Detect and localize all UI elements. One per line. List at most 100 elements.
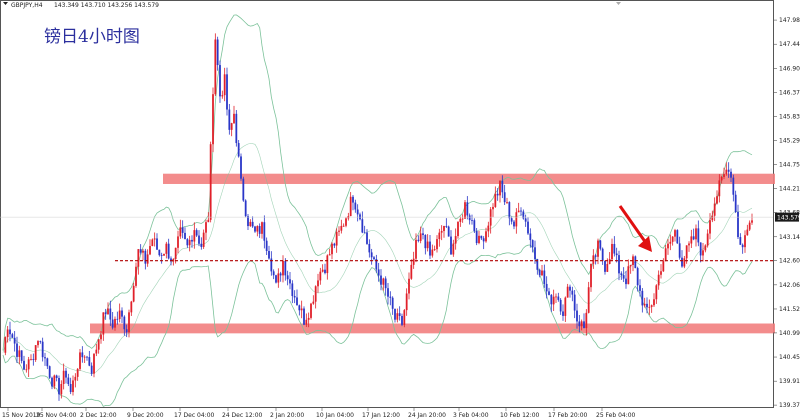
- dropdown-triangle-icon[interactable]: [3, 2, 8, 5]
- candle-body: [151, 239, 154, 247]
- current-price-box: [775, 212, 799, 222]
- candle-body: [716, 196, 718, 204]
- candle: [335, 228, 338, 253]
- candle-body: [361, 219, 364, 233]
- candle-body: [699, 242, 702, 256]
- candle-body: [615, 253, 618, 256]
- candle-body: [324, 269, 326, 274]
- candle-body: [60, 384, 63, 395]
- candle-body: [51, 377, 53, 387]
- candle-body: [541, 270, 543, 276]
- candle-body: [471, 220, 473, 221]
- y-tick-label: 143.140: [779, 234, 800, 241]
- candle-body: [303, 308, 305, 325]
- candle-body: [559, 299, 562, 312]
- candle-body: [186, 239, 189, 246]
- candle: [333, 242, 336, 249]
- candle: [452, 239, 455, 257]
- candle-body: [583, 321, 585, 329]
- candle: [410, 259, 413, 280]
- candle: [704, 244, 707, 253]
- candle: [737, 204, 739, 239]
- candle: [545, 276, 548, 299]
- candle: [135, 262, 137, 288]
- candle: [590, 263, 592, 292]
- candle: [319, 267, 322, 285]
- candle: [730, 168, 732, 182]
- candle: [391, 296, 394, 315]
- candle-body: [333, 243, 336, 246]
- candle-body: [25, 369, 28, 371]
- candle-body: [688, 243, 690, 246]
- candle-body: [634, 256, 637, 269]
- candle-body: [667, 243, 669, 249]
- trend-arrow-shaft: [618, 205, 648, 244]
- candle: [366, 229, 368, 245]
- candle: [433, 245, 436, 251]
- candle: [296, 289, 298, 306]
- candle: [422, 227, 424, 240]
- candle: [67, 373, 70, 387]
- candle-body: [312, 301, 315, 304]
- candle: [389, 291, 392, 306]
- candle: [401, 313, 403, 327]
- candle-body: [468, 215, 471, 221]
- candle: [650, 304, 653, 313]
- x-tick-label: 15 Nov 2019: [2, 412, 41, 419]
- candle: [321, 264, 324, 273]
- candle-body: [373, 257, 375, 260]
- candle-body: [153, 238, 156, 240]
- candle: [622, 267, 625, 283]
- candle: [377, 262, 380, 282]
- candle-body: [326, 255, 329, 274]
- candle: [515, 208, 518, 234]
- candle: [513, 220, 515, 230]
- candle-body: [674, 230, 676, 237]
- candle: [93, 353, 95, 378]
- candle: [95, 343, 98, 357]
- candle: [205, 219, 207, 241]
- candle: [277, 268, 280, 288]
- candle-body: [354, 202, 357, 210]
- candle-body: [440, 231, 443, 233]
- candle-body: [307, 317, 310, 320]
- candle: [160, 252, 163, 264]
- candle-body: [128, 312, 130, 333]
- candle: [195, 228, 198, 237]
- candle: [727, 162, 730, 178]
- candle-body: [359, 214, 361, 220]
- x-tick-label: 10 Feb 12:00: [500, 412, 540, 419]
- candle-body: [102, 312, 105, 335]
- candle: [524, 214, 527, 227]
- candle: [541, 264, 543, 277]
- candle: [16, 336, 18, 363]
- candle-body: [431, 249, 434, 256]
- candle-body: [235, 113, 238, 144]
- candle-body: [200, 243, 203, 247]
- y-tick-label: 142.065: [779, 282, 800, 289]
- candle-body: [198, 235, 200, 244]
- candle: [268, 245, 270, 260]
- candle: [641, 288, 644, 313]
- candle: [46, 357, 49, 370]
- candle: [557, 292, 560, 302]
- candle-body: [39, 341, 42, 342]
- candle-body: [37, 341, 39, 346]
- chevron-down-icon[interactable]: [616, 2, 621, 5]
- candle-body: [286, 275, 289, 280]
- candle-body: [296, 297, 298, 306]
- candle-body: [566, 286, 569, 298]
- candle: [146, 249, 149, 267]
- candle-body: [613, 243, 616, 254]
- candle: [601, 247, 604, 265]
- candle-body: [450, 236, 452, 255]
- candle: [237, 139, 240, 158]
- candle-body: [489, 209, 492, 226]
- candle-body: [422, 233, 424, 236]
- candle-body: [709, 220, 711, 234]
- candle: [618, 250, 620, 281]
- candle-body: [104, 312, 107, 315]
- candle-body: [58, 378, 60, 395]
- candle: [415, 233, 417, 263]
